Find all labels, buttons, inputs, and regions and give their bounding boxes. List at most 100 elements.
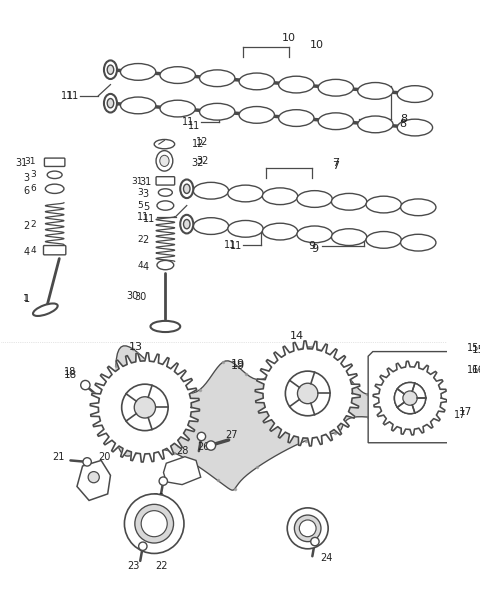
Ellipse shape xyxy=(104,61,117,79)
Text: 11: 11 xyxy=(67,91,79,101)
Ellipse shape xyxy=(193,218,228,234)
Text: 1: 1 xyxy=(24,294,30,304)
Text: 7: 7 xyxy=(332,160,339,171)
Circle shape xyxy=(403,391,417,405)
Polygon shape xyxy=(373,361,447,435)
Ellipse shape xyxy=(120,97,156,114)
Text: 9: 9 xyxy=(312,244,319,254)
Ellipse shape xyxy=(150,321,180,332)
Text: 3: 3 xyxy=(30,170,36,179)
Ellipse shape xyxy=(156,151,173,171)
Text: 21: 21 xyxy=(52,452,65,461)
Circle shape xyxy=(197,432,205,441)
Text: 16: 16 xyxy=(471,365,480,375)
Ellipse shape xyxy=(33,304,58,316)
Text: 17: 17 xyxy=(454,410,467,420)
Text: 18: 18 xyxy=(64,367,77,377)
Text: 23: 23 xyxy=(128,561,140,570)
Text: 2: 2 xyxy=(30,220,36,229)
Text: 20: 20 xyxy=(99,452,111,461)
Text: 10: 10 xyxy=(310,40,324,50)
Ellipse shape xyxy=(332,193,367,210)
Ellipse shape xyxy=(297,226,332,243)
Ellipse shape xyxy=(358,116,393,133)
Text: 27: 27 xyxy=(225,430,238,440)
Text: 9: 9 xyxy=(308,242,315,252)
Circle shape xyxy=(286,371,330,416)
Ellipse shape xyxy=(401,234,436,251)
Text: 12: 12 xyxy=(192,139,204,149)
Text: 5: 5 xyxy=(137,201,143,210)
Circle shape xyxy=(121,384,168,431)
Text: 13: 13 xyxy=(129,342,143,352)
Ellipse shape xyxy=(107,99,114,108)
Text: 16: 16 xyxy=(467,365,480,375)
Text: 4: 4 xyxy=(30,245,36,255)
Ellipse shape xyxy=(401,199,436,215)
Ellipse shape xyxy=(157,261,174,270)
Text: 31: 31 xyxy=(132,177,143,186)
Text: 30: 30 xyxy=(126,291,138,300)
Text: 2: 2 xyxy=(137,234,143,244)
Ellipse shape xyxy=(193,182,228,199)
Circle shape xyxy=(300,520,316,537)
Polygon shape xyxy=(77,460,110,501)
Text: 8: 8 xyxy=(399,119,406,129)
Ellipse shape xyxy=(278,110,314,127)
Text: 25: 25 xyxy=(306,538,319,548)
Ellipse shape xyxy=(263,188,298,204)
Circle shape xyxy=(124,494,184,553)
Circle shape xyxy=(294,515,321,542)
Text: 6: 6 xyxy=(24,185,30,196)
Ellipse shape xyxy=(397,119,432,136)
Text: 15: 15 xyxy=(467,343,480,353)
Text: 19: 19 xyxy=(231,359,245,368)
Polygon shape xyxy=(255,341,360,446)
Text: 6: 6 xyxy=(30,184,36,193)
Text: 8: 8 xyxy=(401,114,408,124)
Text: 4: 4 xyxy=(137,261,143,269)
Text: 11: 11 xyxy=(137,212,150,222)
Text: 29: 29 xyxy=(153,493,165,502)
Circle shape xyxy=(298,383,318,404)
Ellipse shape xyxy=(239,73,275,90)
Ellipse shape xyxy=(297,191,332,207)
Ellipse shape xyxy=(47,171,62,179)
Text: 4: 4 xyxy=(143,262,149,272)
FancyBboxPatch shape xyxy=(156,177,175,185)
Ellipse shape xyxy=(278,76,314,93)
Ellipse shape xyxy=(157,201,174,210)
Text: 11: 11 xyxy=(188,121,200,130)
Text: 11: 11 xyxy=(144,214,156,223)
Ellipse shape xyxy=(120,64,156,80)
Circle shape xyxy=(141,510,167,537)
Text: 24: 24 xyxy=(320,553,333,563)
Text: 26: 26 xyxy=(197,442,210,452)
Text: 30: 30 xyxy=(134,292,146,302)
Text: 11: 11 xyxy=(61,91,73,101)
Polygon shape xyxy=(111,346,442,490)
Text: 3: 3 xyxy=(143,189,149,200)
Circle shape xyxy=(135,504,174,543)
Text: 7: 7 xyxy=(332,158,339,168)
Circle shape xyxy=(403,391,417,405)
Ellipse shape xyxy=(228,220,263,237)
Text: 31: 31 xyxy=(24,157,36,166)
Ellipse shape xyxy=(358,83,393,99)
Text: 12: 12 xyxy=(196,137,208,147)
Ellipse shape xyxy=(160,100,195,117)
Ellipse shape xyxy=(397,86,432,102)
Ellipse shape xyxy=(228,185,263,202)
Circle shape xyxy=(311,537,319,546)
Text: 31: 31 xyxy=(140,177,152,187)
Ellipse shape xyxy=(183,220,190,229)
Circle shape xyxy=(81,381,90,390)
Text: 22: 22 xyxy=(156,561,168,570)
Polygon shape xyxy=(164,457,201,485)
Ellipse shape xyxy=(332,229,367,245)
Text: 3: 3 xyxy=(137,188,143,197)
Text: 31: 31 xyxy=(15,158,27,168)
Polygon shape xyxy=(373,361,447,435)
Text: 19: 19 xyxy=(231,360,245,370)
Ellipse shape xyxy=(158,188,172,196)
